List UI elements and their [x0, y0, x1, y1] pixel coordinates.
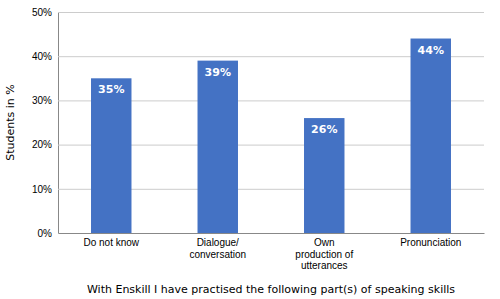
bar: [304, 118, 344, 233]
x-tick-label: Pronunciation: [400, 237, 461, 248]
x-tick-label-line: utterances: [301, 260, 348, 271]
data-label: 35%: [98, 83, 124, 96]
x-tick-label-line: Dialogue/: [197, 237, 239, 248]
x-tick-label: Do not know: [83, 237, 139, 248]
grid-line: [58, 12, 484, 13]
plot: 0% 10% 20% 30% 40% 50% Do not know Dialogue/con…: [32, 7, 485, 271]
bar: [411, 39, 451, 233]
x-tick-label-line: production of: [295, 249, 353, 260]
x-tick-label-line: Pronunciation: [400, 237, 461, 248]
y-tick-label: 0%: [38, 228, 53, 239]
data-label: 39%: [205, 66, 231, 79]
x-tick: Do not know: [83, 237, 139, 248]
bar: [91, 78, 131, 233]
data-label: 44%: [418, 44, 444, 57]
bar: [198, 61, 238, 233]
x-tick-label-line: Own: [314, 237, 335, 248]
y-axis: 0% 10% 20% 30% 40% 50%: [32, 7, 484, 239]
y-axis-title: Students in %: [4, 84, 17, 161]
data-labels: 35% 39% 26% 44%: [98, 44, 444, 137]
y-tick: 50%: [32, 7, 484, 18]
x-tick-label-line: conversation: [189, 249, 246, 260]
x-axis: Do not know Dialogue/conversation Ownprodu…: [59, 234, 485, 272]
y-tick-label: 10%: [32, 184, 52, 195]
bars: [91, 39, 451, 233]
x-tick-label: Dialogue/conversation: [189, 237, 246, 260]
x-tick-label: Ownproduction ofutterances: [295, 237, 353, 271]
y-axis-line: [58, 13, 59, 234]
x-axis-line: [59, 233, 485, 234]
chart: 0% 10% 20% 30% 40% 50% Do not know Dialogue/con…: [0, 0, 500, 299]
x-axis-title: With Enskill I have practised the follow…: [87, 283, 455, 296]
y-tick-label: 40%: [32, 51, 52, 62]
x-tick: Ownproduction ofutterances: [295, 237, 353, 271]
data-label: 26%: [311, 123, 337, 136]
y-tick-label: 50%: [32, 7, 52, 18]
y-tick-label: 30%: [32, 95, 52, 106]
x-tick-label-line: Do not know: [83, 237, 139, 248]
grid-line: [58, 233, 484, 234]
x-tick: Pronunciation: [400, 237, 461, 248]
x-tick: Dialogue/conversation: [189, 237, 246, 260]
y-tick-label: 20%: [32, 139, 52, 150]
